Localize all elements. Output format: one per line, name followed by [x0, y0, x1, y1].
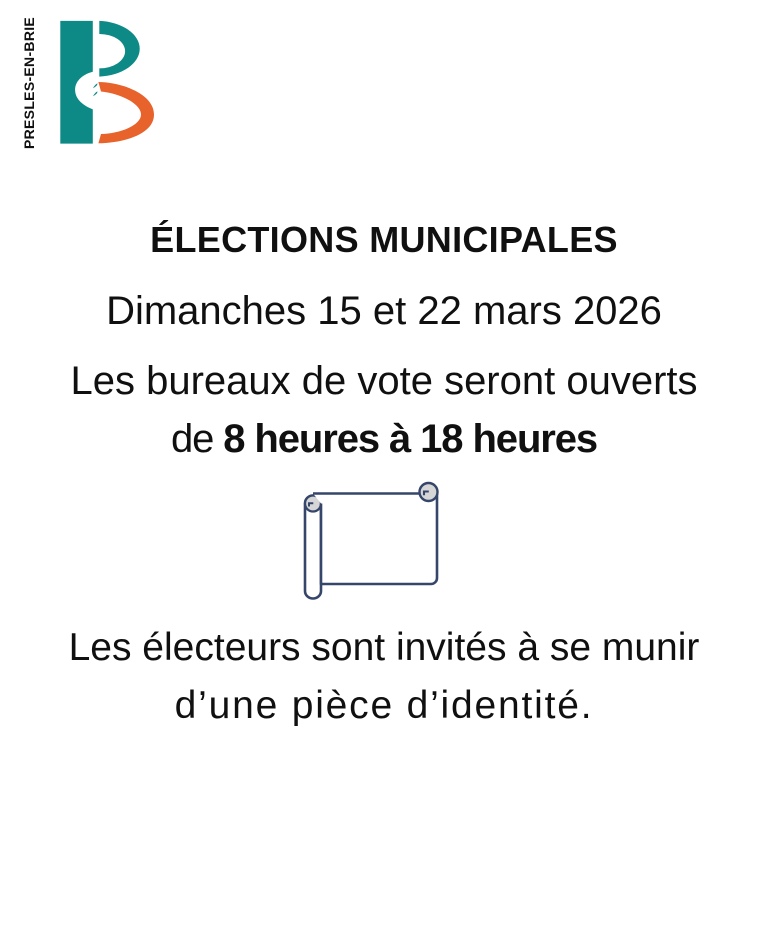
svg-text:PRESLES-EN-BRIE: PRESLES-EN-BRIE — [21, 17, 37, 149]
